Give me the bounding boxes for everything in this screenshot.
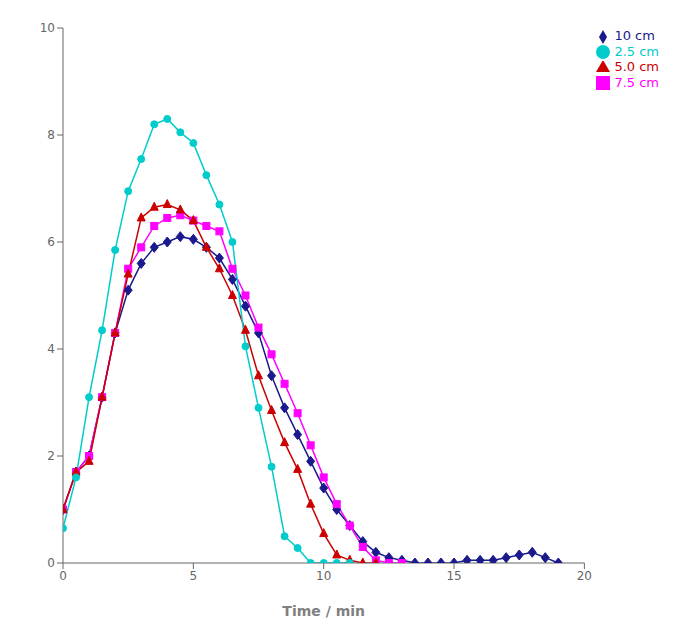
svg-text:10: 10 xyxy=(40,21,55,35)
html-text:10 cm: 10 cm xyxy=(614,28,655,43)
svg-text:5: 5 xyxy=(190,569,198,583)
svg-text:2: 2 xyxy=(47,449,55,463)
html-text:7.5 cm: 7.5 cm xyxy=(614,74,659,90)
svg-text:0: 0 xyxy=(59,569,67,583)
svg-text:15: 15 xyxy=(446,569,461,583)
svg-text:6: 6 xyxy=(47,235,55,249)
svg-text:0: 0 xyxy=(47,556,55,570)
svg-text:Time / min: Time / min xyxy=(282,603,365,619)
svg-text:10: 10 xyxy=(316,569,331,583)
html-text:2.5 cm: 2.5 cm xyxy=(614,43,659,59)
html-text:5.0 cm: 5.0 cm xyxy=(614,59,659,74)
svg-text:20: 20 xyxy=(577,569,592,583)
svg-text:8: 8 xyxy=(47,128,55,142)
svg-text:4: 4 xyxy=(47,342,55,356)
